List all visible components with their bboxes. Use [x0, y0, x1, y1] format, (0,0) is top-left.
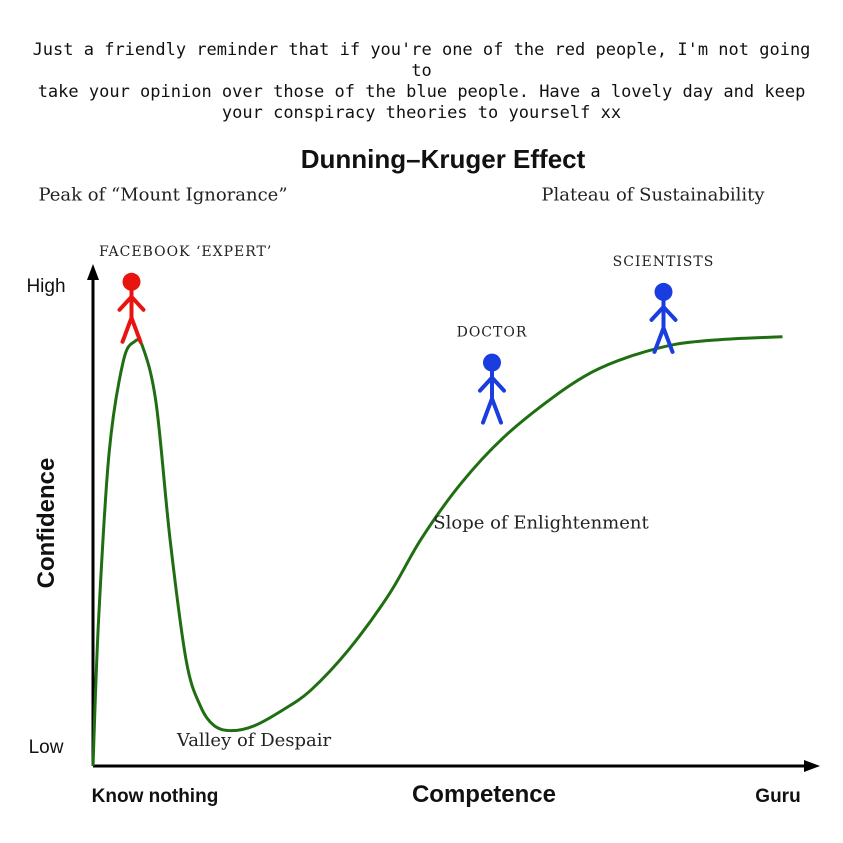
figure-label: FACEBOOK ‘EXPERT’: [99, 244, 272, 260]
chart-title: Dunning–Kruger Effect: [301, 144, 586, 174]
figure-arms: [478, 374, 506, 393]
caption-line: take your opinion over those of the blue…: [37, 82, 806, 102]
axes: High Low Know nothing Guru Competence Confide…: [26, 264, 820, 808]
figure-label: DOCTOR: [457, 325, 528, 341]
x-tick-label: Know nothing: [92, 786, 219, 807]
stick-figure: DOCTOR: [457, 325, 528, 425]
figure-head: [483, 353, 501, 372]
region-annotation: Valley of Despair: [176, 730, 332, 751]
caption-line: your conspiracy theories to yourself xx: [221, 103, 622, 123]
y-tick-label: High: [26, 276, 65, 297]
figure-legs: [481, 392, 503, 425]
y-tick-label: Low: [29, 737, 64, 758]
confidence-curve: [91, 335, 783, 767]
x-axis-label: Competence: [412, 781, 556, 808]
figure-legs: [120, 312, 143, 344]
region-annotation: Plateau of Sustainability: [541, 184, 765, 205]
region-annotation: Peak of “Mount Ignorance”: [38, 184, 287, 205]
figures: FACEBOOK ‘EXPERT’ DOCTOR SCIENTISTS: [99, 244, 715, 425]
x-tick-label: Guru: [755, 786, 800, 807]
figure-label: SCIENTISTS: [613, 254, 715, 270]
y-axis-arrow: [87, 264, 99, 280]
annotations: Peak of “Mount Ignorance” Plateau of Sust…: [38, 184, 765, 750]
figure-legs: [652, 322, 675, 354]
caption-line: Just a friendly reminder that if you're …: [32, 40, 811, 81]
figure-arms: [117, 293, 146, 312]
figure-arms: [649, 303, 678, 322]
caption: Just a friendly reminder that if you're …: [30, 40, 813, 124]
stick-figure: SCIENTISTS: [613, 254, 715, 354]
x-axis-arrow: [804, 760, 820, 772]
figure-head: [654, 282, 673, 301]
y-axis-label: Confidence: [33, 458, 60, 589]
region-annotation: Slope of Enlightenment: [433, 513, 649, 534]
figure-head: [122, 272, 141, 291]
stick-figure: FACEBOOK ‘EXPERT’: [99, 244, 272, 344]
